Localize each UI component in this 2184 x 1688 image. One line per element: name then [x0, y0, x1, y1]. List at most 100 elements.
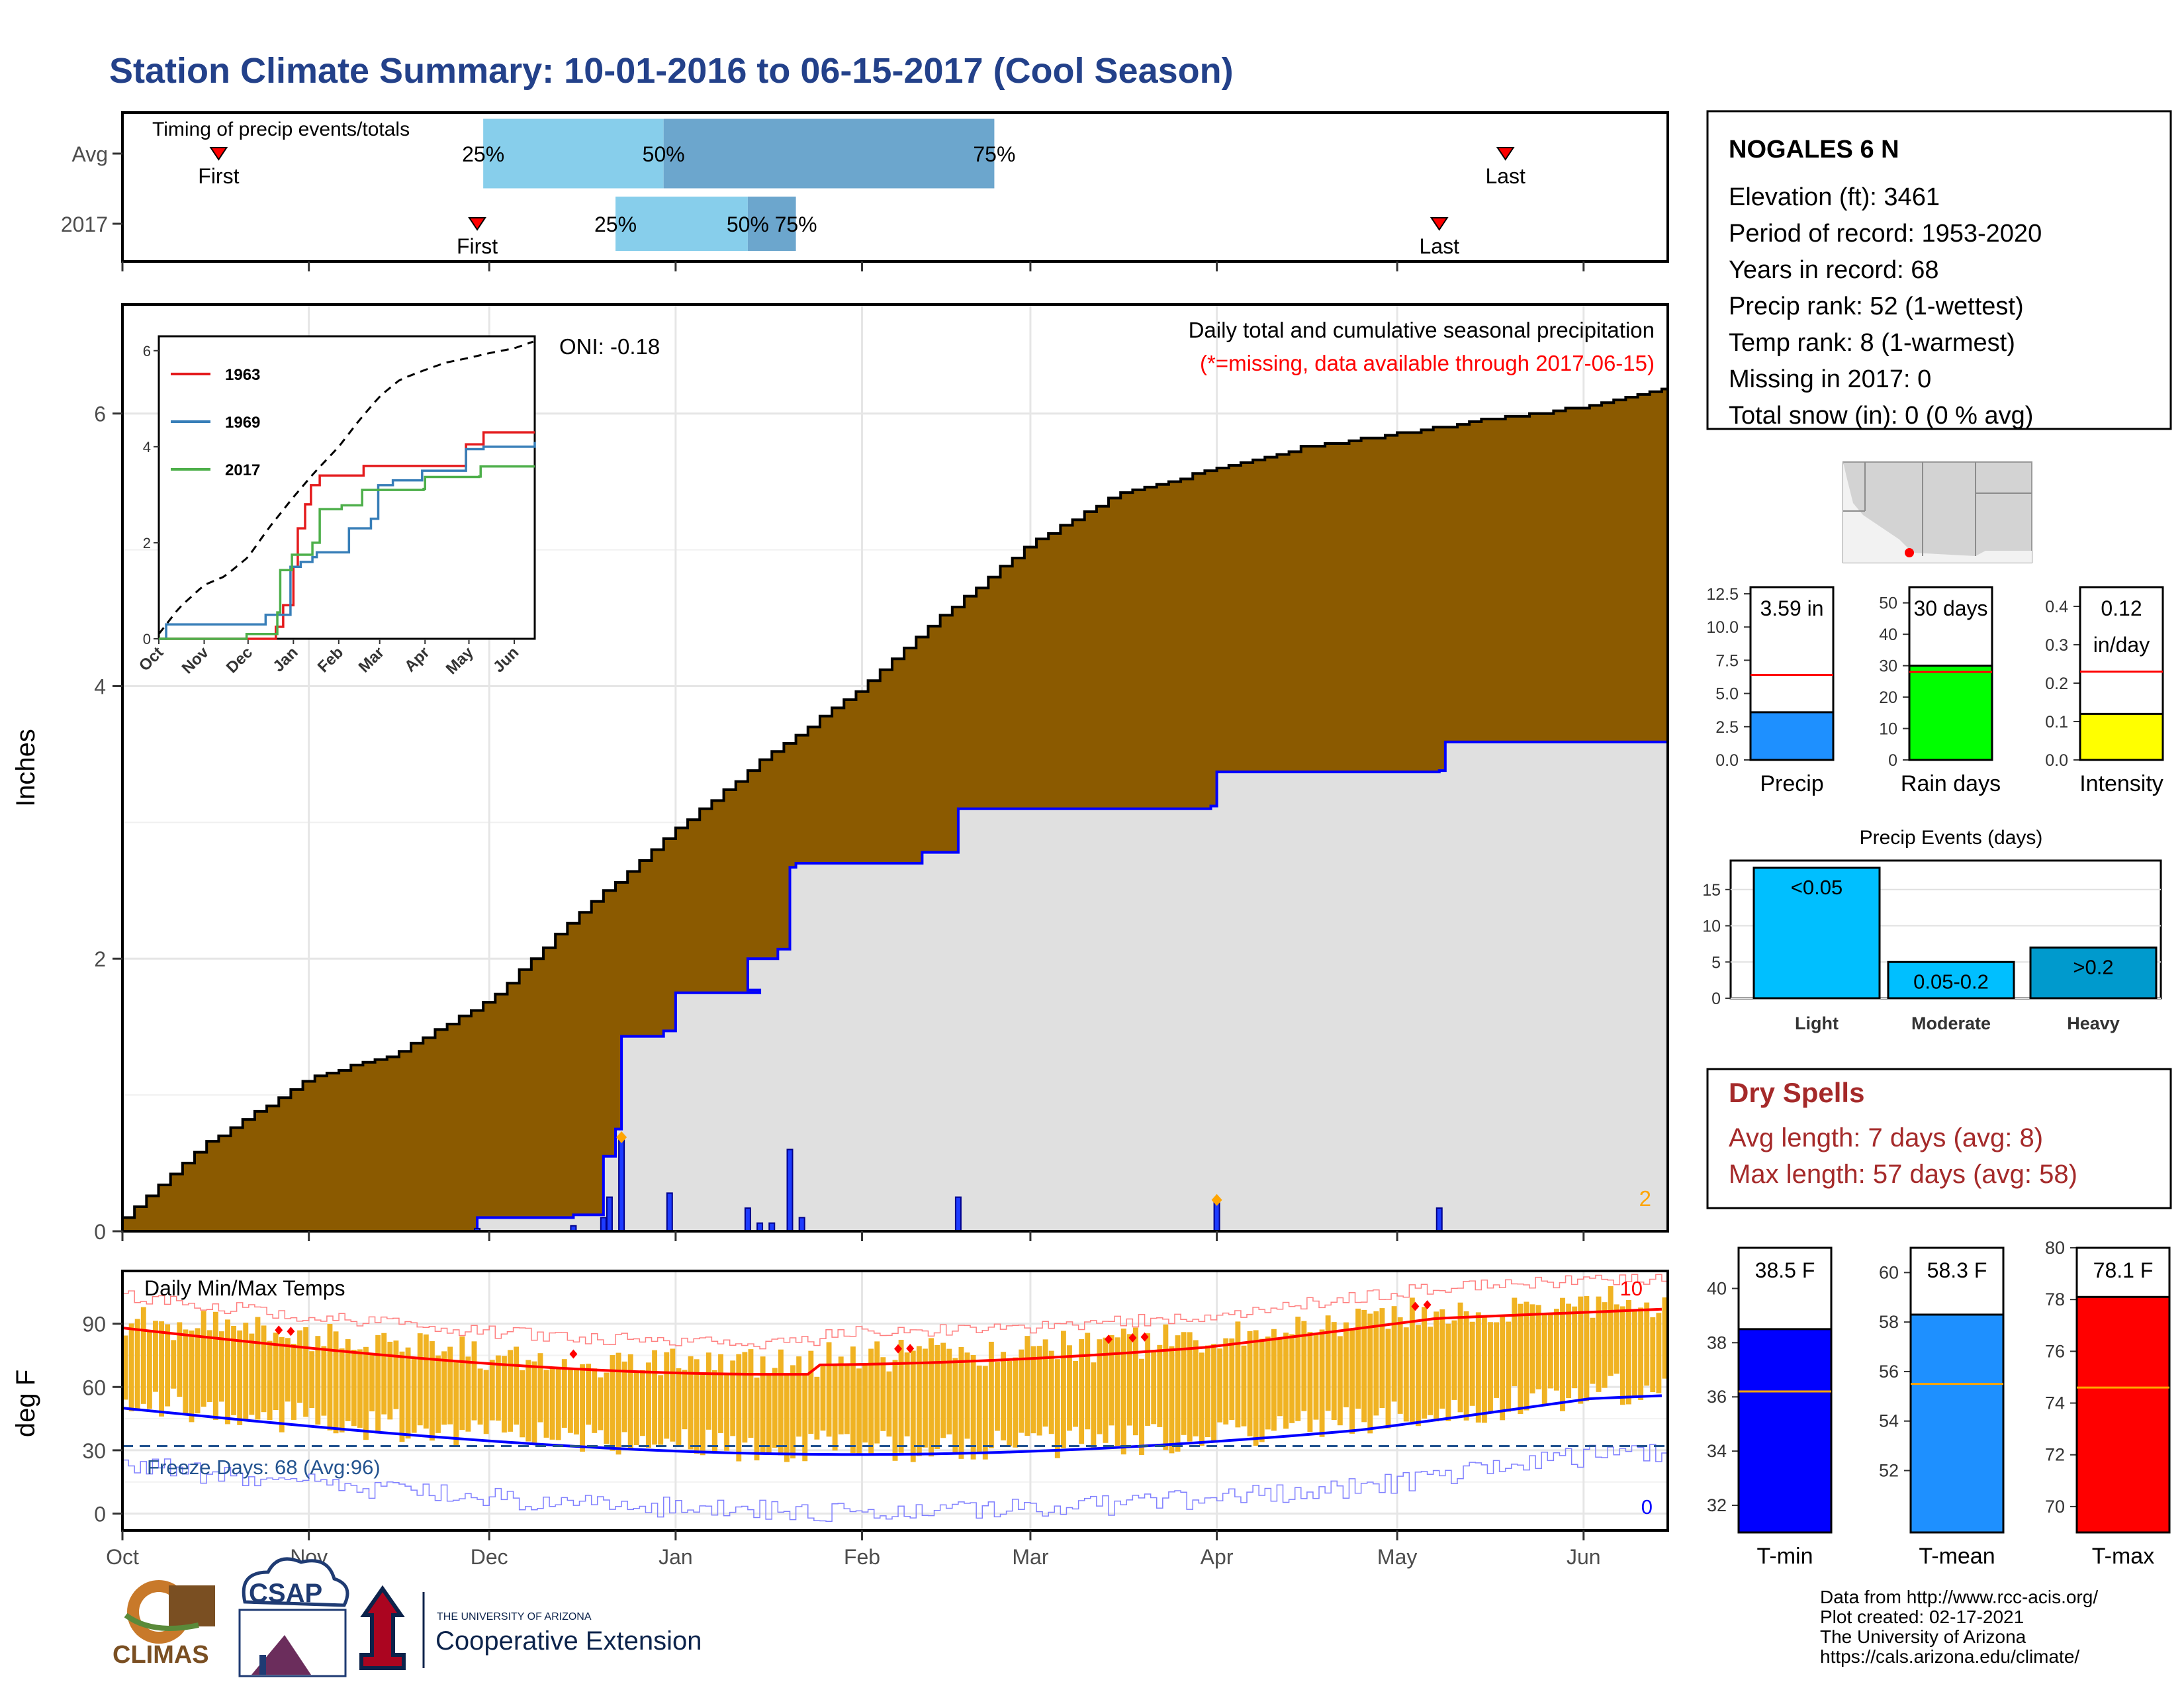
- daily-temp-bar: [886, 1371, 892, 1437]
- max-precip-marker: [616, 1131, 627, 1143]
- daily-temp-bar: [1584, 1295, 1590, 1401]
- daily-temp-bar: [1416, 1325, 1421, 1427]
- dry-spells-box: Dry Spells Avg length: 7 days (avg: 8) M…: [1706, 1068, 2172, 1209]
- daily-temp-bar: [615, 1352, 621, 1455]
- avg-max-line: [122, 1307, 1662, 1376]
- daily-temp-bar: [405, 1347, 411, 1439]
- record-high-line: [122, 1274, 1668, 1350]
- timing-label: Timing of precip events/totals: [152, 118, 410, 140]
- daily-temp-bar: [435, 1355, 441, 1433]
- summary-ytick-label: 40: [1879, 626, 1897, 644]
- record-high-marker: [1411, 1301, 1420, 1311]
- daily-temp-bar: [1223, 1338, 1229, 1425]
- daily-temp-bar: [711, 1370, 717, 1453]
- daily-temp-bar: [1109, 1335, 1115, 1426]
- daily-temp-bar: [784, 1375, 790, 1462]
- daily-temp-bar: [1512, 1297, 1518, 1387]
- daily-temp-bar: [1572, 1306, 1578, 1389]
- timing-panel: Timing of precip events/totals Avg 25% 50%…: [61, 111, 1669, 271]
- daily-temp-bar: [128, 1323, 134, 1412]
- tbar-ytick-label: 40: [1707, 1278, 1727, 1298]
- daily-precip-bar: [618, 1138, 625, 1232]
- daily-temp-bar: [1289, 1334, 1295, 1423]
- daily-temp-bar: [1085, 1333, 1091, 1430]
- daily-temp-bar: [1145, 1333, 1151, 1426]
- station-name: NOGALES 6 N: [1729, 136, 1899, 164]
- timing-last-label: Last: [1420, 234, 1460, 258]
- daily-temp-bar: [1259, 1338, 1265, 1442]
- daily-temp-bar: [856, 1368, 862, 1454]
- record-high-marker: [287, 1327, 295, 1336]
- daily-temp-bar: [1349, 1330, 1355, 1434]
- daily-temp-bar: [730, 1360, 736, 1436]
- daily-temp-bar: [1247, 1331, 1253, 1436]
- daily-temp-bar: [1391, 1306, 1397, 1402]
- timing-first-marker: [468, 217, 486, 231]
- daily-temp-bar: [508, 1350, 513, 1432]
- tbar-ytick-label: 60: [1879, 1262, 1899, 1282]
- summary-value-text: 30 days: [1913, 596, 1987, 620]
- daily-temp-bar: [1619, 1306, 1625, 1405]
- daily-temp-bar: [664, 1352, 670, 1439]
- inset-ytick-label: 4: [143, 439, 151, 455]
- climas-logo: CLIMAS: [113, 1580, 215, 1669]
- avg-min-line: [122, 1394, 1662, 1456]
- daily-temp-bar: [1506, 1321, 1512, 1412]
- events-ytick-label: 5: [1711, 953, 1721, 972]
- summary-value-text: 3.59 in: [1760, 596, 1823, 620]
- daily-temp-bar: [1019, 1349, 1024, 1433]
- events-ytick-label: 0: [1711, 990, 1721, 1008]
- daily-temp-bar: [1373, 1311, 1379, 1416]
- precip-title: Daily total and cumulative seasonal prec…: [1189, 318, 1655, 342]
- daily-temp-bar: [140, 1307, 146, 1404]
- summary-label: Intensity: [2079, 771, 2163, 796]
- daily-temp-bar: [988, 1341, 994, 1448]
- daily-temp-bar: [1253, 1330, 1259, 1446]
- precip-ylabel: Inches: [11, 729, 40, 807]
- daily-temp-bar: [1602, 1302, 1608, 1388]
- station-detail-line: Period of record: 1953-2020: [1729, 220, 2042, 248]
- daily-precip-bar: [744, 1207, 751, 1232]
- temp-ytick-label: 30: [82, 1439, 106, 1463]
- timing-50-label: 50%: [643, 142, 685, 166]
- inset-frame: [158, 335, 536, 640]
- precip-ytick-label: 0: [94, 1220, 106, 1244]
- daily-temp-bar: [814, 1376, 820, 1440]
- temp-bottom-count: 0: [1641, 1495, 1653, 1519]
- timing-25-label: 25%: [462, 142, 504, 166]
- record-high-marker: [1140, 1332, 1149, 1342]
- daily-temp-bar: [315, 1336, 321, 1425]
- tbar-ytick-label: 78: [2045, 1289, 2065, 1309]
- daily-temp-bar: [586, 1364, 592, 1425]
- daily-temp-bar: [1433, 1311, 1439, 1422]
- summary-value-text: in/day: [2093, 633, 2150, 657]
- daily-temp-bar: [285, 1338, 291, 1402]
- record-high-marker: [569, 1349, 578, 1359]
- daily-temp-bar: [520, 1370, 525, 1438]
- timing-75-label: 75%: [775, 212, 817, 236]
- tbar-label: T-max: [2092, 1544, 2154, 1569]
- timing-first-marker: [209, 147, 228, 161]
- daily-temp-bar: [964, 1352, 970, 1439]
- temp-ylabel: deg F: [11, 1370, 40, 1437]
- daily-temp-bar: [976, 1365, 982, 1454]
- timing-first-label: First: [457, 234, 498, 258]
- daily-temp-bar: [1313, 1335, 1319, 1420]
- daily-temp-bar: [1566, 1303, 1572, 1399]
- events-ytick-label: 15: [1702, 881, 1721, 900]
- daily-temp-bar: [766, 1374, 772, 1454]
- daily-temp-bar: [525, 1360, 531, 1442]
- tbar-value-text: 78.1 F: [2093, 1258, 2154, 1282]
- timing-last-marker: [1496, 147, 1515, 161]
- daily-temp-bar: [177, 1322, 183, 1397]
- daily-temp-bar: [724, 1374, 730, 1451]
- daily-temp-bar: [237, 1330, 243, 1425]
- daily-temp-bar: [1211, 1344, 1216, 1442]
- daily-temp-bar: [1409, 1297, 1415, 1423]
- daily-temp-bar: [868, 1348, 874, 1454]
- summary-value-bar: [1908, 665, 1993, 761]
- timing-row-label: 2017: [61, 212, 108, 236]
- station-detail-line: Temp rank: 8 (1-warmest): [1729, 329, 2015, 357]
- tbar-value-bar: [2075, 1295, 2171, 1534]
- precip-ytick-label: 2: [94, 947, 106, 971]
